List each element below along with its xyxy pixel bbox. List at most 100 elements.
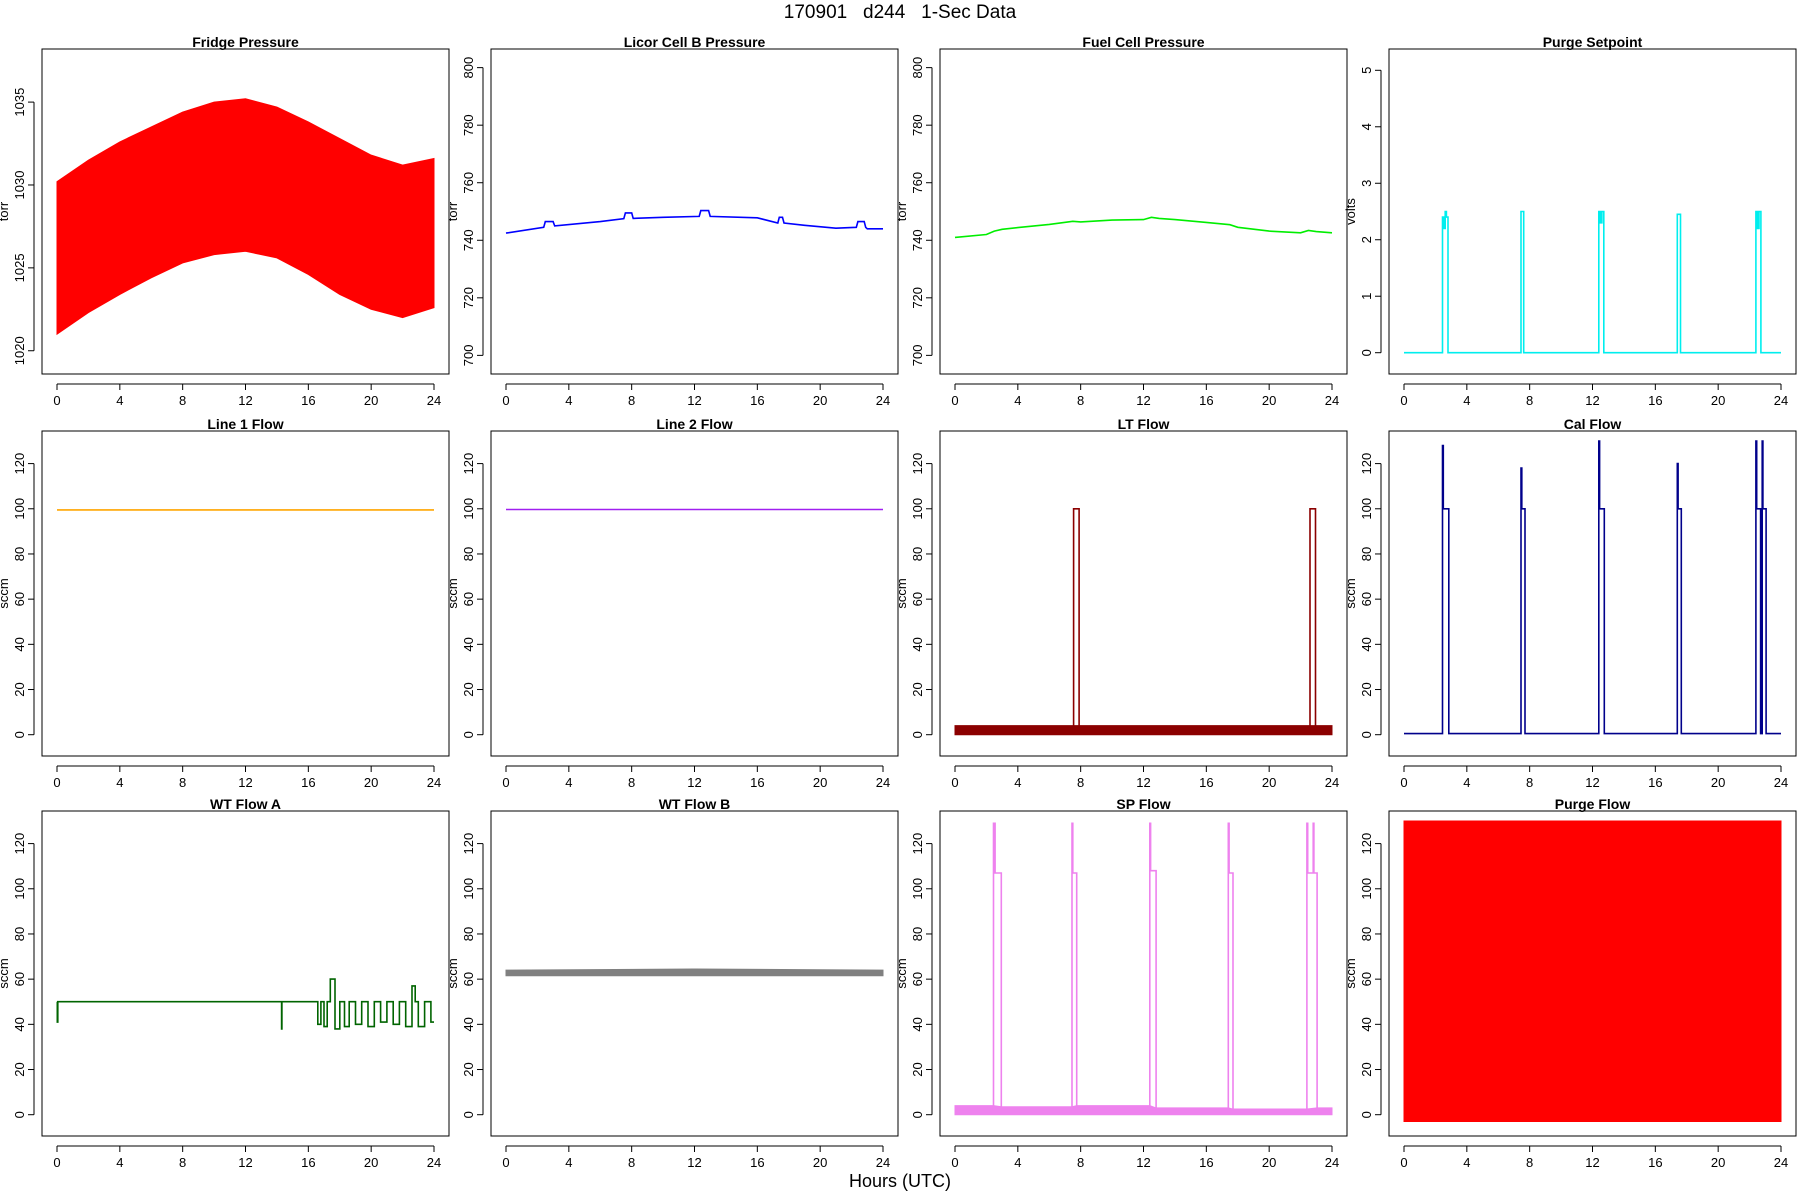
plot-title: Cal Flow — [1564, 416, 1622, 432]
y-tick-label: 720 — [461, 287, 476, 309]
y-tick-label: 0 — [1359, 1111, 1374, 1118]
x-tick-label: 12 — [1136, 775, 1150, 790]
subplot-5: Line 2 Flow0 4 8 12 16 20 24020406080100120scc… — [445, 416, 898, 790]
x-tick-label: 20 — [813, 393, 827, 408]
x-tick-label: 0 — [951, 393, 958, 408]
x-axis: 0 4 8 12 16 20 24 — [502, 1146, 890, 1170]
x-tick-label: 24 — [876, 775, 890, 790]
y-axis: 0 20 40 60 80 100 120 sccm — [0, 453, 34, 739]
y-tick-label: 0 — [1359, 731, 1374, 738]
x-tick-label: 0 — [502, 775, 509, 790]
x-tick-label: 20 — [1262, 775, 1276, 790]
y-tick-label: 740 — [461, 229, 476, 251]
x-tick-label: 4 — [1463, 393, 1470, 408]
plot-frame — [491, 49, 898, 374]
y-axis-label: sccm — [445, 578, 460, 608]
y-tick-label: 0 — [910, 731, 925, 738]
plot-area-0 — [57, 99, 434, 334]
y-axis-label: sccm — [0, 958, 11, 988]
y-axis: 0 20 40 60 80 100 120 sccm — [445, 833, 483, 1119]
y-tick-label: 60 — [1359, 972, 1374, 986]
x-axis: 0 4 8 12 16 20 24 — [951, 1146, 1339, 1170]
y-axis: 0 20 40 60 80 100 120 sccm — [445, 453, 483, 739]
y-tick-label: 60 — [1359, 592, 1374, 606]
plot-title: LT Flow — [1118, 416, 1170, 432]
plot-area-2 — [955, 217, 1332, 237]
y-tick-label: 4 — [1359, 123, 1374, 130]
x-tick-label: 0 — [53, 775, 60, 790]
x-tick-label: 8 — [1526, 393, 1533, 408]
x-tick-label: 24 — [876, 393, 890, 408]
y-tick-label: 80 — [461, 547, 476, 561]
y-tick-label: 1020 — [12, 336, 27, 365]
x-tick-label: 16 — [1648, 393, 1662, 408]
y-tick-label: 0 — [12, 1111, 27, 1118]
x-tick-label: 8 — [1077, 393, 1084, 408]
y-tick-label: 40 — [12, 637, 27, 651]
plot-area-7 — [1404, 441, 1781, 734]
y-tick-label: 120 — [910, 833, 925, 855]
y-tick-label: 40 — [1359, 1017, 1374, 1031]
y-axis-label: sccm — [894, 578, 909, 608]
x-tick-label: 8 — [179, 775, 186, 790]
x-tick-label: 8 — [628, 393, 635, 408]
y-axis-label: torr — [894, 201, 909, 221]
x-tick-label: 0 — [1400, 775, 1407, 790]
x-tick-label: 4 — [116, 775, 123, 790]
x-axis: 0 4 8 12 16 20 24 — [53, 384, 441, 408]
x-tick-label: 24 — [1325, 393, 1339, 408]
plot-title: Line 1 Flow — [207, 416, 283, 432]
y-tick-label: 100 — [910, 498, 925, 520]
x-tick-label: 20 — [1711, 775, 1725, 790]
y-tick-label: 780 — [910, 114, 925, 136]
series-band — [1404, 821, 1781, 1121]
x-tick-label: 8 — [179, 393, 186, 408]
y-tick-label: 60 — [461, 972, 476, 986]
y-tick-label: 100 — [1359, 878, 1374, 900]
x-tick-label: 20 — [364, 775, 378, 790]
subplot-11: Purge Flow 0 4 8 12 16 20 24 0 20 40 60 80 100 120 sccm — [1343, 796, 1796, 1170]
subplot-7: Cal Flow0 4 8 12 16 20 24020406080100120sccm — [1343, 416, 1796, 790]
y-tick-label: 700 — [910, 345, 925, 367]
x-axis: 0 4 8 12 16 20 24 — [1400, 1146, 1788, 1170]
y-tick-label: 100 — [461, 878, 476, 900]
y-tick-label: 1 — [1359, 293, 1374, 300]
y-tick-label: 700 — [461, 345, 476, 367]
y-tick-label: 100 — [461, 498, 476, 520]
plot-title: Purge Setpoint — [1543, 34, 1643, 50]
y-axis-label: sccm — [445, 958, 460, 988]
x-tick-label: 16 — [1199, 775, 1213, 790]
x-tick-label: 24 — [1774, 393, 1788, 408]
y-tick-label: 120 — [12, 453, 27, 475]
x-tick-label: 16 — [1648, 775, 1662, 790]
y-tick-label: 5 — [1359, 67, 1374, 74]
plot-area-8 — [57, 979, 434, 1029]
subplot-6: LT Flow0 4 8 12 16 20 24020406080100120sccm — [894, 416, 1347, 790]
plot-area-3 — [1404, 212, 1781, 353]
y-tick-label: 800 — [461, 57, 476, 79]
y-axis: 0 20 40 60 80 100 120 sccm — [1343, 833, 1381, 1119]
plot-area-9 — [506, 969, 883, 976]
series-line — [1404, 441, 1781, 734]
y-tick-label: 120 — [461, 453, 476, 475]
y-tick-label: 2 — [1359, 236, 1374, 243]
y-axis-label: torr — [0, 201, 11, 221]
y-tick-label: 60 — [910, 972, 925, 986]
y-axis-label: sccm — [0, 578, 11, 608]
plot-frame — [940, 49, 1347, 374]
x-tick-label: 0 — [502, 393, 509, 408]
x-tick-label: 12 — [1136, 393, 1150, 408]
plot-title: Fuel Cell Pressure — [1082, 34, 1204, 50]
y-tick-label: 0 — [1359, 349, 1374, 356]
plot-title: Line 2 Flow — [656, 416, 732, 432]
y-tick-label: 40 — [461, 637, 476, 651]
series-line — [955, 217, 1332, 237]
series-line — [955, 509, 1332, 730]
y-tick-label: 80 — [1359, 927, 1374, 941]
y-tick-label: 20 — [12, 682, 27, 696]
y-tick-label: 3 — [1359, 180, 1374, 187]
y-axis: 0 20 40 60 80 100 120 sccm — [894, 833, 932, 1119]
x-tick-label: 8 — [1077, 775, 1084, 790]
x-axis: 0 4 8 12 16 20 24 — [951, 766, 1339, 790]
y-axis: 0 20 40 60 80 100 120 sccm — [1343, 453, 1381, 739]
